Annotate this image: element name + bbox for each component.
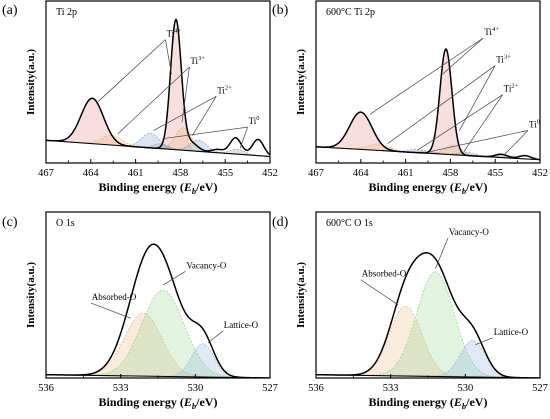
component-label: Lattice-O: [494, 327, 529, 337]
plot-area: [46, 18, 270, 158]
leader-line: [117, 66, 190, 135]
plot-area: [46, 243, 270, 378]
x-tick-label: 452: [532, 168, 548, 179]
component-label: Vacancy-O: [449, 227, 489, 237]
leader-line: [360, 279, 399, 306]
leader-line: [429, 130, 529, 153]
leader-line: [387, 65, 496, 144]
x-tick-label: 458: [443, 168, 459, 179]
leader-line: [463, 94, 503, 152]
leader-line: [442, 37, 484, 75]
x-tick-label: 533: [113, 383, 129, 394]
leader-line: [162, 126, 248, 140]
component-label: Ti4+: [484, 26, 499, 37]
x-tick-label: 464: [353, 168, 370, 179]
leader-line: [459, 65, 496, 131]
component-fill-1: [316, 271, 540, 378]
component-line-3: [46, 139, 270, 157]
y-axis-label: Intensity(a.u.): [25, 49, 37, 115]
envelope-line: [316, 48, 540, 161]
component-line-3: [316, 146, 540, 161]
x-tick-label: 455: [487, 168, 503, 179]
component-fill-1: [316, 143, 540, 160]
component-label: Ti4+: [166, 28, 181, 39]
panel-d: Absorbed-O Vacancy-O Lattice-O 536 533 530 527…: [272, 211, 548, 411]
component-label: Ti2+: [504, 83, 519, 94]
x-axis-label: Binding energy (Eb/eV): [99, 180, 218, 196]
leader-line: [207, 330, 223, 344]
y-axis-label: Intensity(a.u.): [295, 49, 307, 115]
leader-line: [475, 337, 493, 346]
component-label: Lattice-O: [224, 320, 259, 330]
x-tick-label: 530: [457, 383, 473, 394]
leader-line: [153, 96, 217, 131]
plot-area: [316, 48, 540, 161]
x-tick-label: 467: [38, 168, 54, 179]
x-tick-label: 452: [262, 168, 278, 179]
component-fill-0: [46, 20, 270, 157]
panel-letter: (a): [2, 3, 18, 18]
y-axis-label: Intensity(a.u.): [295, 262, 307, 328]
component-fill-2: [316, 340, 540, 378]
leader-line: [165, 39, 172, 74]
leader-line: [181, 67, 190, 123]
component-fill-0: [316, 306, 540, 378]
leader-line: [162, 271, 186, 286]
leader-line: [98, 39, 166, 102]
panel-letter: (d): [272, 215, 289, 230]
component-fill-0: [316, 49, 540, 160]
panel-letter: (b): [272, 3, 289, 18]
leader-line: [369, 37, 484, 115]
leader-line: [503, 130, 529, 156]
x-tick-label: 533: [383, 383, 399, 394]
component-label: Ti2+: [217, 84, 232, 95]
envelope-line: [46, 18, 270, 156]
x-tick-label: 464: [83, 168, 100, 179]
x-tick-label: 527: [262, 383, 278, 394]
envelope-line: [316, 252, 540, 378]
component-label: Absorbed-O: [362, 269, 407, 279]
component-fill-0: [46, 313, 270, 378]
component-line-0: [46, 312, 270, 378]
panel-a: Ti4+ Ti3+ Ti2+ Ti0 467 464 461 458 455 452 Binding…: [2, 0, 278, 196]
x-axis-label: Binding energy (Eb/eV): [369, 180, 488, 196]
component-label: Ti0: [529, 118, 540, 129]
component-fill-2: [46, 343, 270, 378]
component-label: Vacancy-O: [186, 260, 226, 270]
panel-title: Ti 2p: [56, 7, 77, 18]
x-axis-label: Binding energy (Eb/eV): [369, 395, 488, 411]
y-axis-label: Intensity(a.u.): [25, 262, 37, 328]
x-tick-label: 536: [38, 383, 54, 394]
leader-line: [417, 94, 503, 151]
panel-title: 600°C O 1s: [326, 218, 373, 229]
component-label: Absorbed-O: [92, 292, 137, 302]
component-fill-1: [46, 290, 270, 378]
panel-letter: (c): [2, 215, 18, 230]
x-tick-label: 530: [187, 383, 203, 394]
leader-line: [435, 238, 449, 269]
x-tick-label: 527: [532, 383, 548, 394]
leader-line: [90, 302, 131, 319]
plot-area: [316, 252, 540, 378]
x-tick-label: 458: [173, 168, 189, 179]
x-tick-label: 467: [308, 168, 324, 179]
component-line-1: [46, 289, 270, 378]
x-tick-label: 455: [217, 168, 233, 179]
background-line: [316, 146, 540, 161]
panel-title: 600°C Ti 2p: [326, 7, 375, 18]
panel-b: Ti4+ Ti3+ Ti2+ Ti0 467 464 461 458 455 452 Binding…: [272, 0, 548, 196]
component-label: Ti3+: [190, 55, 205, 66]
leader-line: [239, 127, 248, 149]
x-tick-label: 461: [128, 168, 144, 179]
component-label: Ti3+: [496, 54, 511, 65]
leader-line: [192, 96, 217, 136]
component-label: Ti0: [249, 115, 260, 126]
panel-title: O 1s: [56, 218, 75, 229]
panel-c: Absorbed-O Vacancy-O Lattice-O 536 533 530 527…: [2, 211, 278, 411]
x-tick-label: 461: [398, 168, 414, 179]
x-tick-label: 536: [308, 383, 324, 394]
x-axis-label: Binding energy (Eb/eV): [99, 395, 218, 411]
